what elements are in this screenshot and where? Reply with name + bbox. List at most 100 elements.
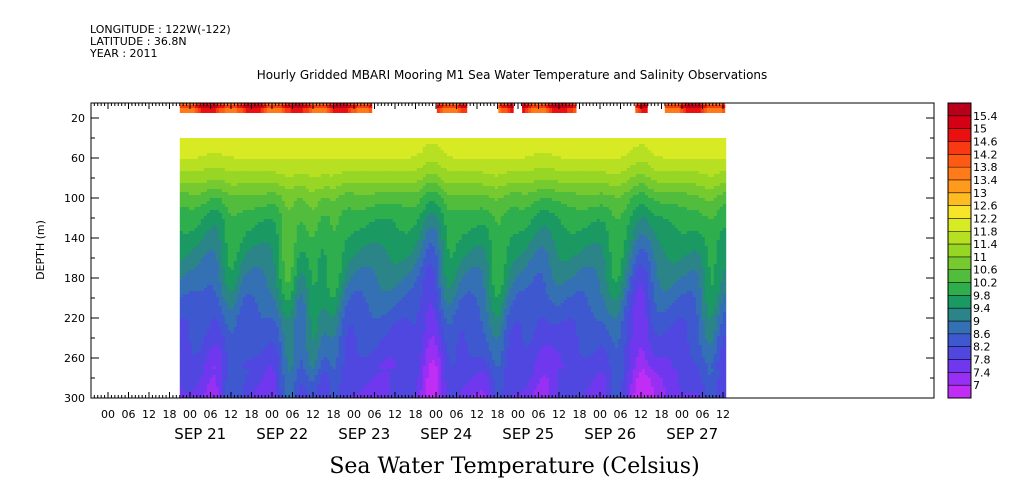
heatmap-cell — [236, 159, 241, 163]
heatmap-cell — [311, 258, 316, 262]
heatmap-cell — [215, 309, 220, 313]
heatmap-cell — [269, 327, 274, 331]
heatmap-cell — [212, 162, 217, 166]
heatmap-cell — [239, 393, 244, 397]
heatmap-cell — [275, 345, 280, 349]
heatmap-cell — [290, 318, 295, 322]
heatmap-cell — [332, 279, 337, 283]
heatmap-cell — [239, 246, 244, 250]
heatmap-cell — [254, 324, 259, 328]
heatmap-cell — [335, 192, 340, 196]
heatmap-cell — [326, 315, 331, 319]
heatmap-cell — [347, 390, 352, 394]
heatmap-cell — [275, 222, 280, 226]
heatmap-cell — [326, 264, 331, 268]
heatmap-cell — [335, 333, 340, 337]
heatmap-cell — [314, 357, 319, 361]
heatmap-cell — [329, 183, 334, 187]
heatmap-cell — [197, 138, 202, 142]
heatmap-cell — [329, 330, 334, 334]
heatmap-cell — [293, 267, 298, 271]
heatmap-cell — [245, 342, 250, 346]
heatmap-cell — [194, 369, 199, 373]
heatmap-cell — [305, 165, 310, 169]
heatmap-cell — [248, 147, 253, 151]
heatmap-cell — [287, 390, 292, 394]
heatmap-cell — [230, 219, 235, 223]
heatmap-cell — [290, 222, 295, 226]
heatmap-cell — [341, 270, 346, 274]
heatmap-cell — [245, 309, 250, 313]
heatmap-cell — [260, 171, 265, 175]
heatmap-cell — [248, 141, 253, 145]
heatmap-cell — [317, 390, 322, 394]
heatmap-cell — [197, 279, 202, 283]
heatmap-cell — [251, 156, 256, 160]
heatmap-cell — [212, 267, 217, 271]
heatmap-cell — [266, 363, 271, 367]
heatmap-cell — [293, 321, 298, 325]
heatmap-cell — [239, 372, 244, 376]
heatmap-cell — [239, 357, 244, 361]
heatmap-cell — [257, 240, 262, 244]
heatmap-cell — [230, 216, 235, 220]
heatmap-cell — [179, 390, 184, 394]
heatmap-cell — [218, 393, 223, 397]
heatmap-cell — [278, 369, 283, 373]
heatmap-cell — [332, 390, 337, 394]
heatmap-cell — [266, 216, 271, 220]
heatmap-cell — [191, 342, 196, 346]
heatmap-cell — [320, 153, 325, 157]
heatmap-cell — [206, 345, 211, 349]
heatmap-cell — [290, 258, 295, 262]
heatmap-cell — [182, 153, 187, 157]
heatmap-cell — [197, 210, 202, 214]
heatmap-cell — [266, 339, 271, 343]
heatmap-cell — [287, 315, 292, 319]
heatmap-cell — [215, 222, 220, 226]
heatmap-cell — [311, 342, 316, 346]
heatmap-cell — [341, 324, 346, 328]
heatmap-cell — [212, 261, 217, 265]
heatmap-cell — [224, 300, 229, 304]
heatmap-cell — [242, 393, 247, 397]
heatmap-cell — [188, 186, 193, 190]
heatmap-cell — [206, 183, 211, 187]
heatmap-cell — [293, 222, 298, 226]
heatmap-cell — [197, 285, 202, 289]
heatmap-cell — [308, 141, 313, 145]
heatmap-cell — [332, 168, 337, 172]
heatmap-cell — [224, 375, 229, 379]
heatmap-cell — [260, 303, 265, 307]
heatmap-cell — [335, 264, 340, 268]
heatmap-cell — [251, 285, 256, 289]
heatmap-cell — [221, 306, 226, 310]
heatmap-cell — [206, 162, 211, 166]
heatmap-cell — [221, 153, 226, 157]
heatmap-cell — [344, 210, 349, 214]
heatmap-cell — [278, 201, 283, 205]
heatmap-cell — [224, 246, 229, 250]
heatmap-cell — [221, 159, 226, 163]
heatmap-cell — [272, 390, 277, 394]
heatmap-cell — [254, 378, 259, 382]
heatmap-cell — [263, 156, 268, 160]
heatmap-cell — [332, 207, 337, 211]
heatmap-cell — [194, 279, 199, 283]
heatmap-cell — [263, 336, 268, 340]
heatmap-cell — [335, 177, 340, 181]
heatmap-cell — [323, 357, 328, 361]
heatmap-cell — [326, 153, 331, 157]
heatmap-cell — [284, 270, 289, 274]
heatmap-cell — [260, 387, 265, 391]
heatmap-cell — [227, 324, 232, 328]
heatmap-cell — [260, 177, 265, 181]
heatmap-cell — [293, 342, 298, 346]
heatmap-cell — [251, 273, 256, 277]
heatmap-cell — [230, 375, 235, 379]
heatmap-cell — [272, 297, 277, 301]
heatmap-cell — [254, 153, 259, 157]
heatmap-cell — [212, 294, 217, 298]
heatmap-cell — [191, 156, 196, 160]
heatmap-cell — [320, 276, 325, 280]
